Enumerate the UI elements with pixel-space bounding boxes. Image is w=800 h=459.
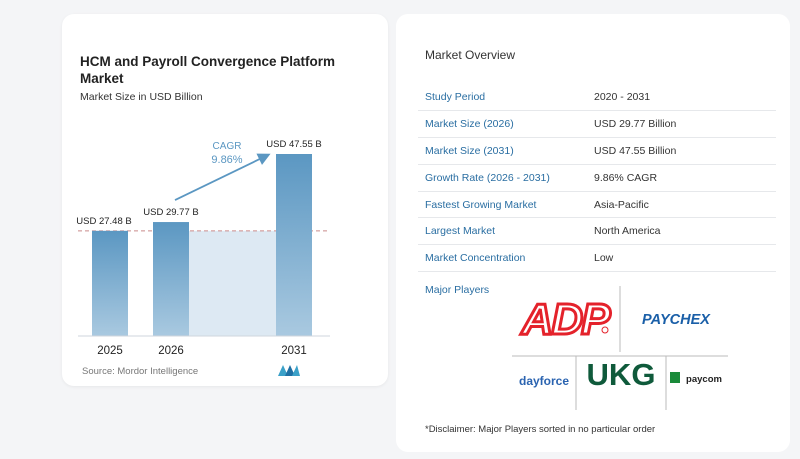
overview-row: Growth Rate (2026 - 2031) 9.86% CAGR: [418, 164, 776, 192]
adp-logo: ADP: [519, 294, 615, 346]
row-value: 9.86% CAGR: [587, 164, 776, 192]
row-label: Market Concentration: [418, 244, 587, 273]
row-value: 2020 - 2031: [587, 84, 776, 112]
source-text: Source: Mordor Intelligence: [82, 366, 199, 377]
overview-row: Fastest Growing Market Asia-Pacific: [418, 191, 776, 219]
dayforce-logo: dayforce: [519, 374, 569, 388]
row-value: North America: [587, 217, 776, 246]
major-players-logos: ADP PAYCHEX dayforce UKG paycom: [512, 286, 728, 410]
row-label: Market Size (2031): [418, 137, 587, 165]
ukg-logo: UKG: [587, 357, 656, 392]
paycom-mark-icon: [670, 372, 680, 383]
row-label: Study Period: [418, 84, 587, 112]
data-label-2026: USD 29.77 B: [143, 207, 198, 218]
row-label: Growth Rate (2026 - 2031): [418, 164, 587, 192]
major-players-label: Major Players: [425, 284, 490, 296]
overview-row: Market Size (2031) USD 47.55 Billion: [418, 137, 776, 165]
row-label: Largest Market: [418, 217, 587, 246]
chart-subtitle: Market Size in USD Billion: [80, 91, 203, 103]
paycom-logo: paycom: [670, 372, 722, 385]
bar-2031: [276, 154, 312, 336]
row-value: Asia-Pacific: [587, 191, 776, 219]
overview-row: Study Period 2020 - 2031: [418, 84, 776, 112]
chart-title: HCM and Payroll Convergence Platform Mar…: [80, 54, 336, 86]
paycom-logo-text: paycom: [686, 374, 722, 385]
bar-2026: [153, 222, 189, 336]
adp-logo-text: ADP: [521, 295, 612, 344]
cagr-label: CAGR: [213, 141, 242, 152]
row-value: Low: [587, 244, 776, 273]
overview-row: Largest Market North America: [418, 217, 776, 246]
data-label-2031: USD 47.55 B: [266, 139, 321, 150]
cagr-value: 9.86%: [211, 154, 242, 166]
row-label: Market Size (2026): [418, 110, 587, 139]
overview-row: Market Concentration Low: [418, 244, 776, 273]
reference-shade: [189, 230, 276, 336]
row-value: USD 29.77 Billion: [587, 110, 776, 139]
tick-label-2031: 2031: [281, 345, 307, 357]
row-value: USD 47.55 Billion: [587, 137, 776, 165]
bar-2025: [92, 230, 128, 336]
mordor-logo-icon: [278, 365, 300, 376]
tick-label-2025: 2025: [97, 345, 123, 357]
paychex-logo: PAYCHEX: [642, 312, 711, 328]
overview-title: Market Overview: [425, 48, 516, 62]
overview-row: Market Size (2026) USD 29.77 Billion: [418, 110, 776, 139]
disclaimer-text: *Disclaimer: Major Players sorted in no …: [425, 424, 656, 435]
tick-label-2026: 2026: [158, 345, 184, 357]
overview-table: Study Period 2020 - 2031 Market Size (202…: [418, 84, 776, 273]
data-label-2025: USD 27.48 B: [76, 216, 131, 227]
row-label: Fastest Growing Market: [418, 191, 587, 219]
cagr-arrow: [174, 153, 271, 201]
bar-chart: USD 27.48 B 2025 USD 29.77 B 2026 USD 47.55 …: [76, 139, 330, 357]
